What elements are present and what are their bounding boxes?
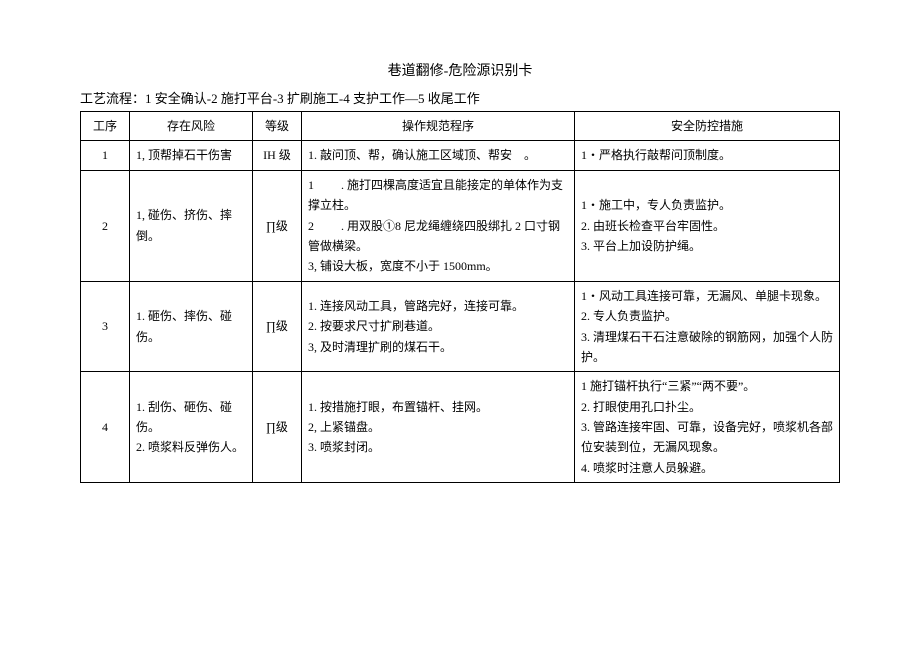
cell-risk: 1. 砸伤、摔伤、碰伤。 (130, 281, 253, 372)
table-row: 1 1, 顶帮掉石干伤害 IH 级 1. 敲问顶、帮，确认施工区域顶、帮安 。 … (81, 141, 840, 170)
cell-risk: 1, 碰伤、挤伤、摔倒。 (130, 170, 253, 281)
col-header-risk: 存在风险 (130, 112, 253, 141)
cell-safety: 1・严格执行敲帮问顶制度。 (575, 141, 840, 170)
document-title: 巷道翻修-危险源识别卡 (80, 60, 840, 80)
cell-procedure: 1. 敲问顶、帮，确认施工区域顶、帮安 。 (302, 141, 575, 170)
table-row: 4 1. 刮伤、砸伤、碰伤。2. 喷浆料反弹伤人。 ∏级 1. 按措施打眼，布置… (81, 372, 840, 483)
hazard-identification-table: 工序 存在风险 等级 操作规范程序 安全防控措施 1 1, 顶帮掉石干伤害 IH… (80, 111, 840, 483)
process-flow-subtitle: 工艺流程：1 安全确认-2 施打平台-3 扩刷施工-4 支护工作—5 收尾工作 (80, 88, 840, 107)
col-header-step: 工序 (81, 112, 130, 141)
table-header-row: 工序 存在风险 等级 操作规范程序 安全防控措施 (81, 112, 840, 141)
cell-level: ∏级 (253, 281, 302, 372)
cell-procedure: 1. 连接风动工具，管路完好，连接可靠。2. 按要求尺寸扩刷巷道。3, 及时清理… (302, 281, 575, 372)
cell-safety: 1・风动工具连接可靠，无漏风、单腿卡现象。2. 专人负责监护。3. 清理煤石干石… (575, 281, 840, 372)
cell-safety: 1 施打锚杆执行“三紧”“两不要”。2. 打眼使用孔口扑尘。3. 管路连接牢固、… (575, 372, 840, 483)
cell-step: 1 (81, 141, 130, 170)
cell-safety: 1・施工中，专人负责监护。2. 由班长检查平台牢固性。3. 平台上加设防护绳。 (575, 170, 840, 281)
table-row: 2 1, 碰伤、挤伤、摔倒。 ∏级 1 . 施打四棵高度适宜且能接定的单体作为支… (81, 170, 840, 281)
cell-level: ∏级 (253, 372, 302, 483)
cell-step: 2 (81, 170, 130, 281)
col-header-level: 等级 (253, 112, 302, 141)
document-page: 巷道翻修-危险源识别卡 工艺流程：1 安全确认-2 施打平台-3 扩刷施工-4 … (0, 0, 920, 483)
col-header-procedure: 操作规范程序 (302, 112, 575, 141)
cell-level: IH 级 (253, 141, 302, 170)
cell-step: 4 (81, 372, 130, 483)
cell-risk: 1. 刮伤、砸伤、碰伤。2. 喷浆料反弹伤人。 (130, 372, 253, 483)
cell-level: ∏级 (253, 170, 302, 281)
table-row: 3 1. 砸伤、摔伤、碰伤。 ∏级 1. 连接风动工具，管路完好，连接可靠。2.… (81, 281, 840, 372)
cell-risk: 1, 顶帮掉石干伤害 (130, 141, 253, 170)
cell-procedure: 1. 按措施打眼，布置锚杆、挂网。2, 上紧锚盘。3. 喷浆封闭。 (302, 372, 575, 483)
cell-procedure: 1 . 施打四棵高度适宜且能接定的单体作为支撑立柱。2 . 用双股①8 尼龙绳缠… (302, 170, 575, 281)
cell-step: 3 (81, 281, 130, 372)
col-header-safety: 安全防控措施 (575, 112, 840, 141)
